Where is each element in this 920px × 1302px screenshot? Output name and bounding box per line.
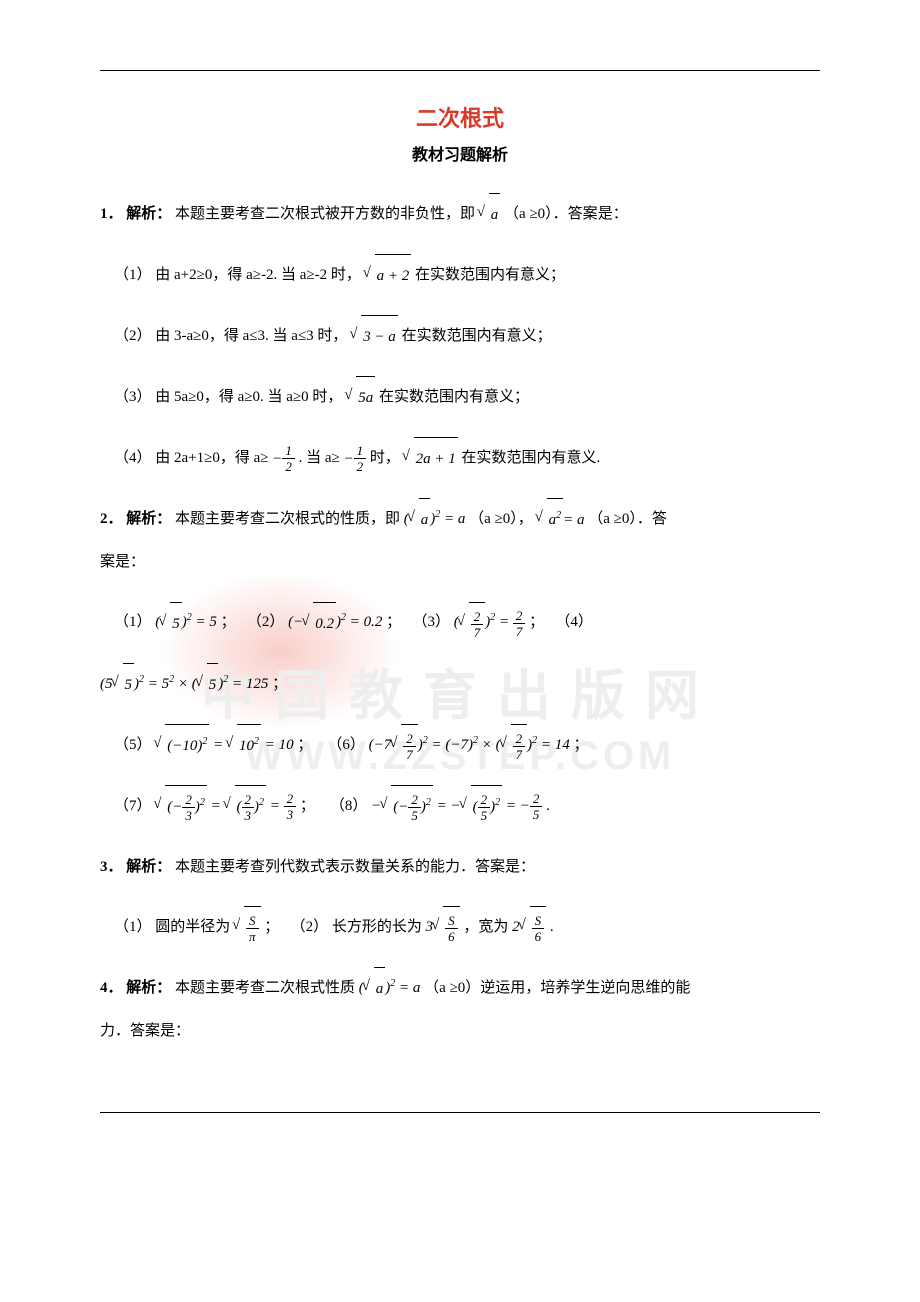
q1-text-a: 本题主要考查二次根式被开方数的非负性，即 xyxy=(175,206,475,222)
mid: . 当 a≥ xyxy=(299,450,340,466)
tail: 案是： xyxy=(100,554,145,570)
txt2: 在实数范围内有意义； xyxy=(379,389,529,405)
q1-item-3: （3） 由 5a≥0，得 a≥0. 当 a≥0 时， 5a 在实数范围内有意义； xyxy=(100,376,820,419)
expr: 3 − a xyxy=(351,315,398,358)
e2: (−0.2)2 = 0.2 xyxy=(288,601,382,644)
e1: Sπ xyxy=(234,906,261,949)
idx: （4） xyxy=(114,450,152,466)
c2: （a ≥0）．答 xyxy=(588,511,667,527)
q1-item-2: （2） 由 3-a≥0，得 a≤3. 当 a≤3 时， 3 − a 在实数范围内… xyxy=(100,315,820,358)
neg2: − xyxy=(344,438,354,480)
i6: （6） xyxy=(327,737,365,753)
idx: （2） xyxy=(114,328,152,344)
frac: 12 xyxy=(282,444,295,473)
e5: (−10)2 = 102 = 10 xyxy=(155,724,293,767)
s8: . xyxy=(546,798,550,814)
q1-label: 解析： xyxy=(126,206,171,222)
i1: （1） xyxy=(114,919,152,935)
expr: 5a xyxy=(346,376,375,419)
txt: 由 5a≥0，得 a≥0. 当 a≥0 时， xyxy=(155,389,342,405)
i5: （5） xyxy=(114,737,152,753)
q2-row2: （5） (−10)2 = 102 = 10 ； （6） (−727)2 = (−… xyxy=(100,724,820,767)
q2-row1: （1） (5)2 = 5 ； （2） (−0.2)2 = 0.2 ； （3） (… xyxy=(100,601,820,644)
e8: −(−25)2 = −(25)2 = −25 xyxy=(371,785,542,828)
q4-label: 解析： xyxy=(126,980,171,996)
i3: （3） xyxy=(412,614,450,630)
tail: 力．答案是： xyxy=(100,1023,190,1039)
q3-num: 3． xyxy=(100,859,123,875)
e7: (−23)2 = (23)2 = 23 xyxy=(155,785,296,828)
i8: （8） xyxy=(330,798,368,814)
mid: ，宽为 xyxy=(463,919,508,935)
bottom-rule xyxy=(100,1112,820,1113)
top-rule xyxy=(100,70,820,71)
i7: （7） xyxy=(114,798,152,814)
q4-head: 4． 解析： 本题主要考查二次根式性质 (a)2 = a （a ≥0）逆运用，培… xyxy=(100,967,820,1052)
tc: 在实数范围内有意义. xyxy=(462,450,601,466)
i1: （1） xyxy=(114,614,152,630)
sqrt-a-icon: a xyxy=(479,193,501,236)
s1: ； xyxy=(221,614,236,630)
q2-text-a: 本题主要考查二次根式的性质，即 xyxy=(175,511,400,527)
e2b: 2S6 xyxy=(512,906,546,949)
s5: ； xyxy=(297,737,312,753)
q3-label: 解析： xyxy=(126,859,171,875)
e: (55)2 = 52 × (5)2 = 125 xyxy=(100,663,268,706)
txt: 由 2a+1≥0，得 a≥ xyxy=(155,450,268,466)
s7: ； xyxy=(300,798,315,814)
s: ； xyxy=(272,676,287,692)
txt: 由 3-a≥0，得 a≤3. 当 a≤3 时， xyxy=(155,328,347,344)
neg: − xyxy=(272,438,282,480)
txt2: 在实数范围内有意义； xyxy=(402,328,552,344)
e2a: 3S6 xyxy=(426,906,460,949)
q1-item-4: （4） 由 2a+1≥0，得 a≥ −12 . 当 a≥ −12 时， 2a +… xyxy=(100,437,820,480)
prop: (a)2 = a xyxy=(359,967,421,1010)
i2: （2） xyxy=(291,919,329,935)
tb: 时， xyxy=(370,450,400,466)
q2-row3: （7） (−23)2 = (23)2 = 23 ； （8） −(−25)2 = … xyxy=(100,785,820,828)
t2: 长方形的长为 xyxy=(332,919,422,935)
s1: ； xyxy=(264,919,279,935)
s6: ； xyxy=(574,737,589,753)
frac2: 12 xyxy=(354,444,367,473)
idx: （3） xyxy=(114,389,152,405)
q1-text-b: （a ≥0）．答案是： xyxy=(504,206,628,222)
expr: a + 2 xyxy=(365,254,412,297)
prop2: a2 xyxy=(537,498,564,541)
q2-num: 2． xyxy=(100,511,123,527)
page-subtitle: 教材习题解析 xyxy=(100,141,820,165)
cond: （a ≥0）逆运用，培养学生逆向思维的能 xyxy=(424,980,690,996)
t1: 圆的半径为 xyxy=(155,919,230,935)
idx: （1） xyxy=(114,267,152,283)
txt: 由 a+2≥0，得 a≥-2. 当 a≥-2 时， xyxy=(155,267,361,283)
s2: . xyxy=(550,919,554,935)
prop1: (a)2 = a xyxy=(404,498,466,541)
q3-head: 3． 解析： 本题主要考查列代数式表示数量关系的能力．答案是： xyxy=(100,846,820,888)
watermarked-block: 中国教育出版网 WWW.ZZSTEP.COM （1） (5)2 = 5 ； （2… xyxy=(100,601,820,827)
q1-item-1: （1） 由 a+2≥0，得 a≥-2. 当 a≥-2 时， a + 2 在实数范… xyxy=(100,254,820,297)
e6: (−727)2 = (−7)2 × (27)2 = 14 xyxy=(369,724,570,767)
txt2: 在实数范围内有意义； xyxy=(415,267,565,283)
q1-num: 1． xyxy=(100,206,123,222)
q2-label: 解析： xyxy=(126,511,171,527)
e3: (27)2 = 27 xyxy=(454,601,526,644)
expr: 2a + 1 xyxy=(404,437,458,480)
c1: （a ≥0）， xyxy=(469,511,533,527)
e1: (5)2 = 5 xyxy=(155,601,217,644)
q3-items: （1） 圆的半径为 Sπ ； （2） 长方形的长为 3S6 ，宽为 2S6 . xyxy=(100,906,820,949)
q4-text-a: 本题主要考查二次根式性质 xyxy=(175,980,355,996)
q1-head: 1． 解析： 本题主要考查二次根式被开方数的非负性，即 a （a ≥0）．答案是… xyxy=(100,193,820,236)
q2-head: 2． 解析： 本题主要考查二次根式的性质，即 (a)2 = a （a ≥0）， … xyxy=(100,498,820,583)
i4: （4） xyxy=(555,614,593,630)
q4-num: 4． xyxy=(100,980,123,996)
i2: （2） xyxy=(247,614,285,630)
s3: ； xyxy=(529,614,544,630)
s2: ； xyxy=(386,614,401,630)
q2-row1b: (55)2 = 52 × (5)2 = 125 ； xyxy=(100,663,820,706)
q3-text: 本题主要考查列代数式表示数量关系的能力．答案是： xyxy=(175,859,535,875)
page-title: 二次根式 xyxy=(100,101,820,133)
